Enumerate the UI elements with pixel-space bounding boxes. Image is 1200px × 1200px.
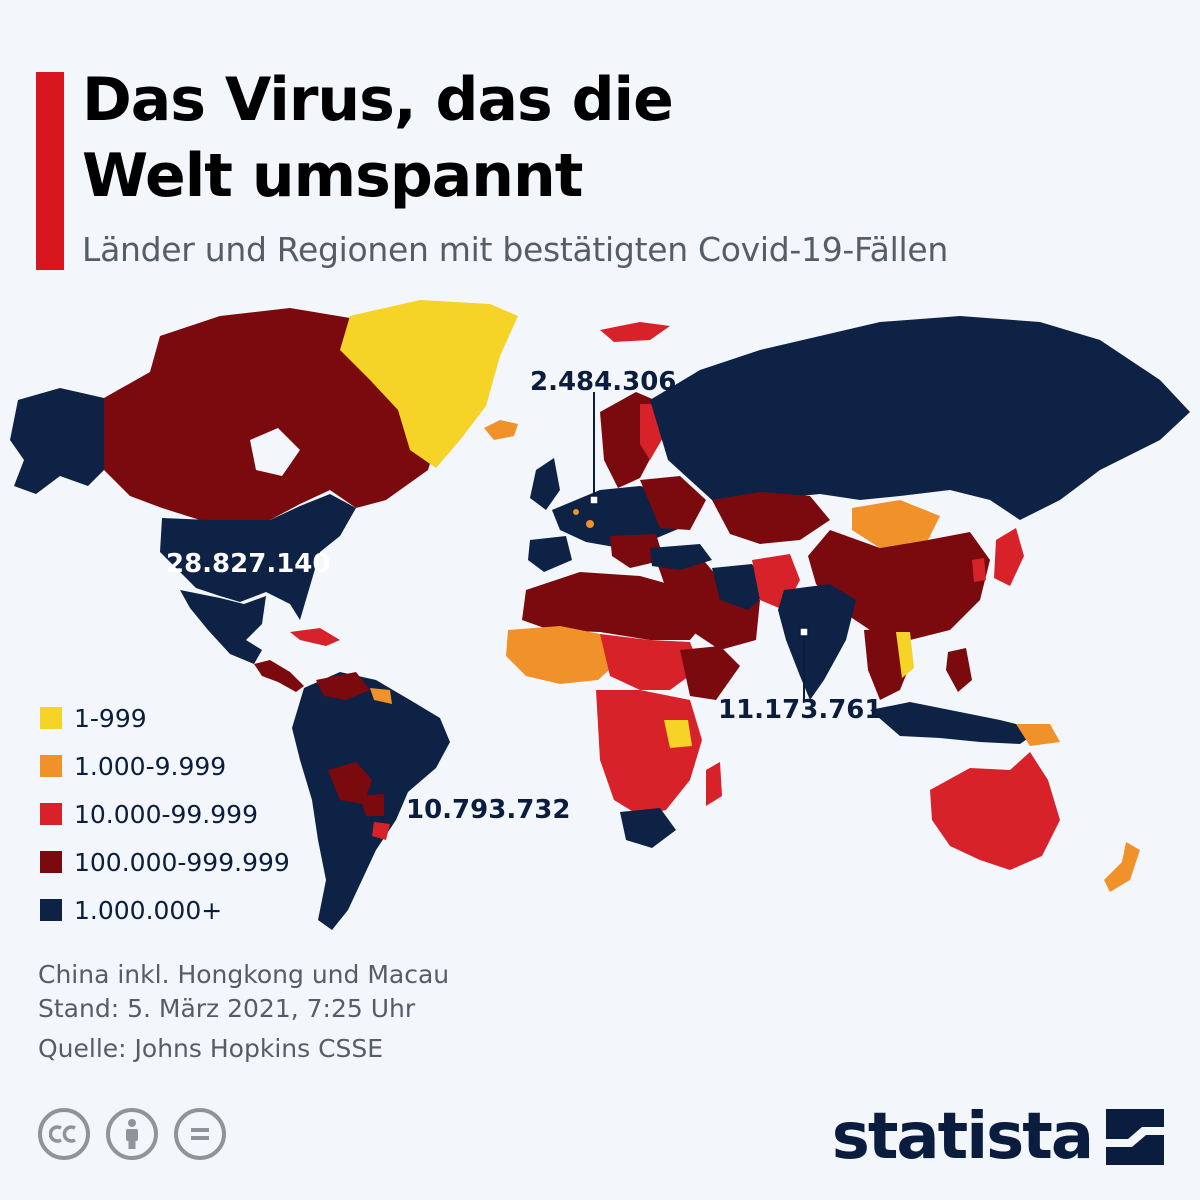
region-iceland <box>484 420 518 440</box>
title-line-1: Das Virus, das die <box>82 65 674 135</box>
region-balkans <box>610 534 664 568</box>
legend-item: 10.000-99.999 <box>40 790 290 838</box>
callout-brazil-value: 10.793.732 <box>406 795 570 825</box>
region-philippines <box>946 648 972 692</box>
accent-bar <box>36 72 64 270</box>
region-uruguay <box>372 822 390 840</box>
region-turkey <box>650 544 712 570</box>
region-sahel <box>600 634 700 690</box>
region-tanzania <box>664 720 692 748</box>
attribution-icon[interactable] <box>106 1108 158 1160</box>
region-paraguay <box>360 794 384 816</box>
region-west-africa <box>506 626 620 684</box>
oceania <box>930 752 1140 892</box>
legend-swatch <box>40 899 62 921</box>
legend: 1-999 1.000-9.999 10.000-99.999 100.000-… <box>40 694 290 934</box>
region-korea <box>972 558 986 582</box>
region-uk <box>530 458 560 510</box>
region-vietnam <box>896 632 914 678</box>
region-switzerland <box>586 520 594 528</box>
statista-logo[interactable]: statista <box>832 1100 1164 1174</box>
person-glyph <box>126 1119 138 1149</box>
legend-label: 100.000-999.999 <box>74 847 290 877</box>
region-india <box>778 584 856 700</box>
europe <box>528 322 706 572</box>
region-kazakhstan <box>712 492 830 544</box>
region-guianas <box>370 688 392 704</box>
callout-usa-value: 28.827.140 <box>166 549 330 579</box>
region-japan <box>994 528 1024 586</box>
legend-item: 1.000-9.999 <box>40 742 290 790</box>
region-middle-east <box>656 556 760 650</box>
south-america <box>292 672 450 930</box>
region-luxembourg <box>573 509 579 515</box>
region-greenland <box>340 300 518 468</box>
no-derivatives-icon[interactable] <box>174 1108 226 1160</box>
legend-label: 10.000-99.999 <box>74 799 258 829</box>
legend-item: 1-999 <box>40 694 290 742</box>
license-icons <box>38 1108 226 1160</box>
region-south-africa <box>620 808 676 848</box>
statista-mark-icon <box>1106 1109 1164 1165</box>
region-mexico <box>180 590 266 664</box>
africa <box>506 572 740 848</box>
note-date: Stand: 5. März 2021, 7:25 Uhr <box>38 994 416 1023</box>
region-new-zealand <box>1104 842 1140 892</box>
legend-label: 1.000.000+ <box>74 895 223 925</box>
region-alaska <box>10 388 104 494</box>
legend-label: 1.000-9.999 <box>74 751 227 781</box>
legend-item: 100.000-999.999 <box>40 838 290 886</box>
region-russia <box>650 316 1190 520</box>
cc-glyph <box>49 1125 76 1143</box>
title: Das Virus, das die Welt umspannt <box>82 62 1082 214</box>
region-usa <box>160 494 356 620</box>
region-papua-new-guinea <box>1016 724 1060 746</box>
region-eastern-europe <box>640 476 706 530</box>
legend-swatch <box>40 707 62 729</box>
region-indonesia <box>870 702 1040 744</box>
world-map: 2.484.306 28.827.140 11.173.761 10.793.7… <box>10 300 1190 930</box>
title-line-2: Welt umspannt <box>82 141 583 211</box>
region-central-america <box>254 660 304 692</box>
footnotes: China inkl. Hongkong und Macau Stand: 5.… <box>38 958 449 1066</box>
region-central-africa <box>596 690 702 816</box>
region-madagascar <box>706 762 722 806</box>
legend-item: 1.000.000+ <box>40 886 290 934</box>
region-australia <box>930 752 1060 870</box>
subtitle: Länder und Regionen mit bestätigten Covi… <box>82 230 948 269</box>
legend-swatch <box>40 803 62 825</box>
callout-europe-value: 2.484.306 <box>530 367 676 397</box>
note-china: China inkl. Hongkong und Macau <box>38 960 450 989</box>
region-caribbean <box>290 628 340 646</box>
region-horn-of-africa <box>680 646 740 700</box>
callout-europe-marker <box>589 495 599 505</box>
region-hudson-bay <box>250 428 300 476</box>
asia <box>650 316 1190 746</box>
callout-india-marker <box>799 627 809 637</box>
legend-swatch <box>40 755 62 777</box>
cc-icon[interactable] <box>38 1108 90 1160</box>
legend-swatch <box>40 851 62 873</box>
region-svalbard <box>600 322 670 342</box>
region-bolivia <box>328 762 372 804</box>
region-iberia <box>528 536 572 572</box>
brand-name: statista <box>831 1100 1094 1174</box>
region-china <box>808 530 990 640</box>
legend-label: 1-999 <box>74 703 147 733</box>
region-mongolia <box>852 500 940 548</box>
note-source: Quelle: Johns Hopkins CSSE <box>38 1034 384 1063</box>
callout-india-value: 11.173.761 <box>718 695 882 725</box>
callouts: 2.484.306 28.827.140 11.173.761 10.793.7… <box>166 367 882 825</box>
region-north-africa <box>522 572 710 640</box>
equals-glyph <box>191 1128 209 1140</box>
region-venezuela <box>316 672 370 700</box>
